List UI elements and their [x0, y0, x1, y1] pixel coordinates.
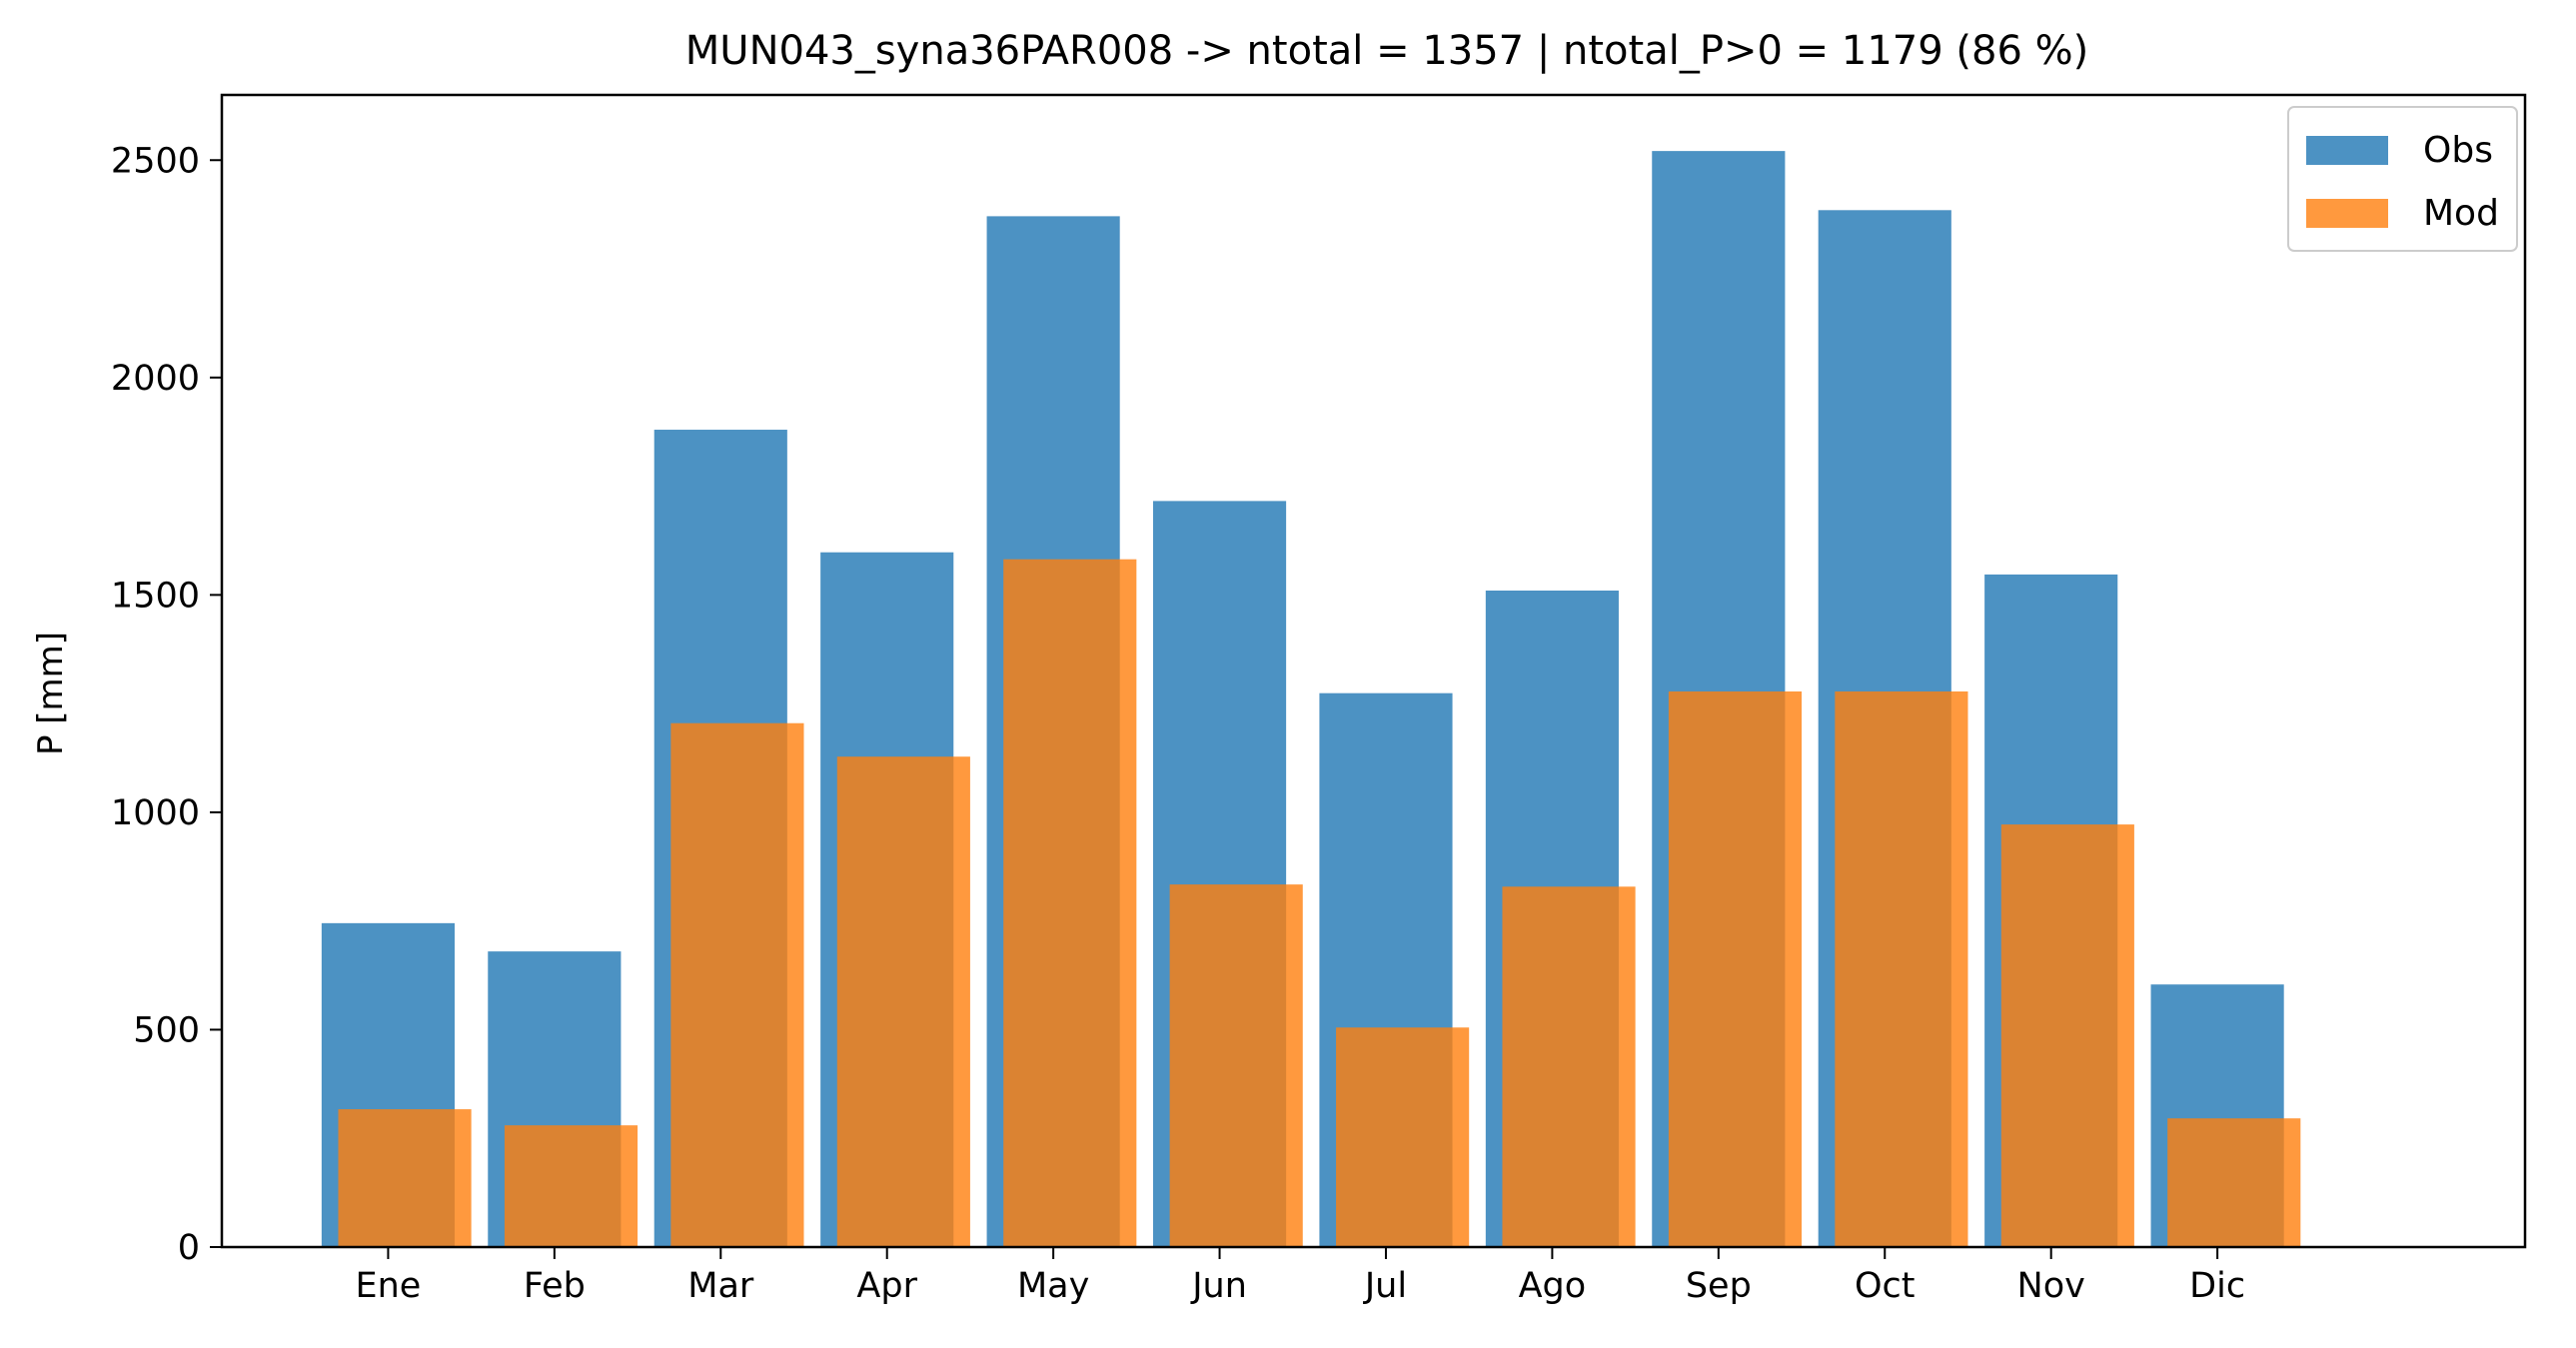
- bars-layer: [321, 151, 2301, 1247]
- x-tick-label: Ene: [356, 1266, 422, 1306]
- x-tick-label: Mar: [687, 1266, 754, 1306]
- x-tick-label: Dic: [2189, 1266, 2245, 1306]
- bar-mod-nov: [2000, 824, 2134, 1247]
- bar-mod-oct: [1835, 690, 1968, 1247]
- bar-mod-mar: [670, 722, 804, 1247]
- y-tick-label: 0: [178, 1228, 200, 1268]
- x-tick-label: Jun: [1190, 1266, 1247, 1306]
- x-tick-label: Feb: [524, 1266, 586, 1306]
- x-tick-label: Apr: [856, 1266, 917, 1306]
- y-tick-label: 1000: [111, 793, 200, 833]
- x-tick-label: Ago: [1519, 1266, 1587, 1306]
- x-tick-label: Sep: [1686, 1266, 1752, 1306]
- legend: Obs Mod: [2287, 106, 2518, 252]
- y-tick-label: 500: [133, 1010, 200, 1050]
- x-tick-label: Jul: [1363, 1266, 1407, 1306]
- plot-area-frame: [220, 93, 2527, 1249]
- x-tick-label: Nov: [2017, 1266, 2085, 1306]
- x-tick-label: May: [1017, 1266, 1089, 1306]
- bar-mod-may: [1003, 559, 1137, 1247]
- y-tick-label: 2500: [111, 141, 200, 181]
- bar-mod-sep: [1668, 690, 1803, 1247]
- chart-title: MUN043_syna36PAR008 -> ntotal = 1357 | n…: [685, 28, 2088, 74]
- bar-mod-ago: [1502, 886, 1636, 1247]
- ticks-layer: Ene Feb Mar Apr May Jun Jul Ago Sep Oct Nov Dic 0 500…: [111, 141, 2245, 1306]
- bar-mod-feb: [504, 1125, 639, 1247]
- bar-mod-ene: [338, 1109, 472, 1247]
- bar-mod-jun: [1169, 884, 1303, 1247]
- bar-mod-apr: [836, 756, 970, 1247]
- bar-mod-jul: [1336, 1027, 1470, 1247]
- y-tick-label: 1500: [111, 576, 200, 616]
- y-axis-label: P [mm]: [31, 632, 71, 755]
- legend-label-mod: Mod: [2423, 193, 2499, 234]
- bar-mod-dic: [2167, 1118, 2301, 1247]
- legend-swatch-mod: [2306, 199, 2388, 228]
- y-tick-label: 2000: [111, 359, 200, 399]
- x-tick-label: Oct: [1855, 1266, 1916, 1306]
- legend-label-obs: Obs: [2423, 130, 2493, 171]
- legend-swatch-obs: [2306, 136, 2388, 165]
